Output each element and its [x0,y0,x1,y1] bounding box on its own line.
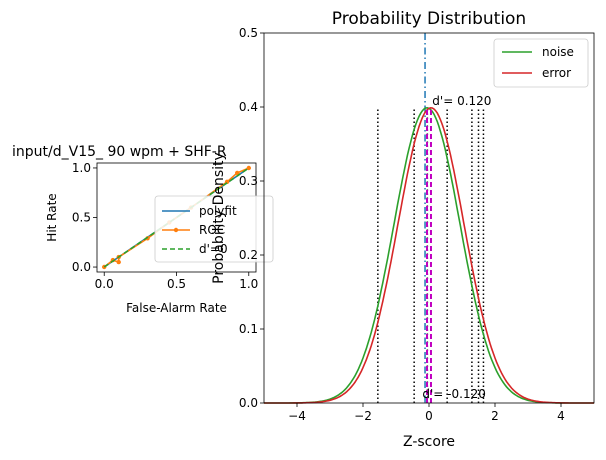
distribution-y-tick-label: 0.5 [239,26,258,40]
distribution-y-tick-label: 0.3 [239,174,258,188]
distribution-x-tick-label: 2 [491,409,499,423]
dprime-annotation: d'= -0.120 [422,387,485,401]
distribution-y-tick-label: 0.4 [239,100,258,114]
roc-subplot: 0.0 0.5 1.0 0.0 0.5 1.0 False-Alarm Rate Hit Ra… [12,144,274,315]
roc-y-tick-label: 1.0 [72,161,91,175]
roc-legend-label: d'=0 [199,242,228,256]
distribution-subplot: −4 −2 0 2 4 0.0 0.1 0.2 0.3 0.4 0.5 Z-score Probabil… [211,9,595,450]
roc-x-tick-label: 0.0 [95,277,114,291]
distribution-legend-box [493,38,589,88]
distribution-y-axis-label: Probability Density [211,152,227,284]
distribution-legend-label: noise [542,45,574,59]
roc-point [235,170,240,176]
roc-x-axis-label: False-Alarm Rate [126,301,227,315]
distribution-axes-frame [263,32,595,404]
roc-y-axis-label: Hit Rate [45,193,59,241]
roc-series-line-2 [103,167,250,268]
roc-legend-marker [173,227,179,233]
roc-legend-box [154,195,274,263]
distribution-title: Probability Distribution [332,9,526,29]
roc-x-tick-label: 0.5 [167,277,186,291]
distribution-x-tick-label: 4 [557,409,565,423]
roc-title: input/d_V15_ 90 wpm + SHF-R [12,144,227,160]
dprime-annotation: d'= 0.120 [432,94,491,108]
roc-y-tick-label: 0.0 [72,260,91,274]
roc-point [246,165,251,171]
distribution-x-tick-label: −4 [288,409,306,423]
distribution-legend: noise error [493,38,589,88]
roc-y-tick-label: 0.5 [72,211,91,225]
roc-legend: polyfit ROC d'=0 [154,195,274,263]
distribution-curve-noise [264,106,594,404]
distribution-curve-error [264,106,594,404]
distribution-x-axis-label: Z-score [403,434,455,450]
distribution-y-tick-label: 0.0 [239,396,258,410]
distribution-y-tick-label: 0.1 [239,322,258,336]
distribution-x-tick-label: 0 [425,409,433,423]
roc-legend-label: polyfit [199,204,237,218]
roc-point [116,259,121,265]
roc-legend-label: ROC [199,223,225,237]
roc-x-tick-label: 1.0 [239,277,258,291]
distribution-x-tick-label: −2 [354,409,372,423]
distribution-y-tick-label: 0.2 [239,248,258,262]
distribution-legend-label: error [542,66,571,80]
